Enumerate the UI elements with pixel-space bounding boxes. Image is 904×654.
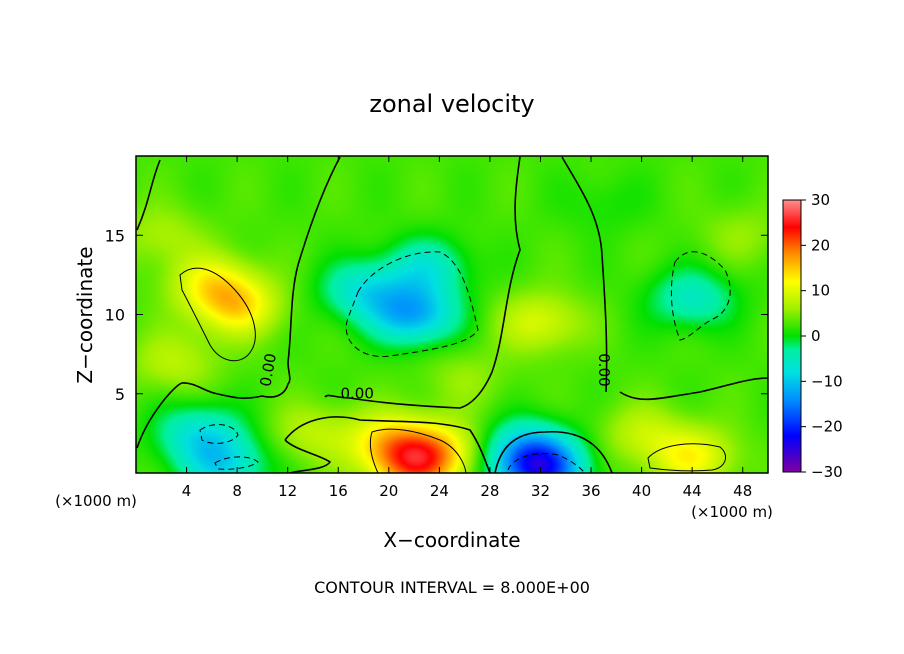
contour-neg-right — [670, 251, 731, 341]
x-tick-label: 36 — [581, 482, 600, 500]
contour-labels: 0.00 0.00 0.00 — [256, 352, 613, 402]
x-tick-label: 12 — [278, 482, 297, 500]
contour-pos-yellow-left — [179, 267, 256, 362]
contour-pos-bottom-right — [647, 443, 727, 472]
colorbar-ticks: 30 20 10 0 −10 −20 −30 — [801, 191, 843, 481]
colorbar-tick-label: −20 — [811, 418, 843, 436]
x-tick-label: 28 — [480, 482, 499, 500]
colorbar-tick-label: −30 — [811, 463, 843, 481]
contour-label-2: 0.00 — [595, 353, 613, 386]
contour-zero-left-column — [287, 156, 341, 363]
y-tick-label: 10 — [105, 306, 125, 325]
contour-label-1: 0.00 — [340, 384, 373, 402]
contour-interval-note: CONTOUR INTERVAL = 8.000E+00 — [314, 578, 590, 597]
x-tick-label: 8 — [232, 482, 242, 500]
contour-zero-bottom-loop-2 — [494, 430, 613, 473]
contour-zero-left-bottom — [284, 439, 332, 473]
colorbar-tick-label: −10 — [811, 372, 843, 390]
contour-pos-bottom-mid — [369, 428, 467, 473]
x-unit-left: (×1000 m) — [55, 492, 137, 510]
y-axis: 5 10 15 — [105, 226, 768, 404]
x-tick-label: 48 — [733, 482, 752, 500]
x-tick-label: 24 — [430, 482, 449, 500]
colorbar: 30 20 10 0 −10 −20 −30 — [782, 191, 843, 481]
x-tick-label: 20 — [379, 482, 398, 500]
heatmap-field — [136, 156, 768, 473]
y-tick-label: 5 — [115, 385, 125, 404]
contour-lines — [136, 156, 768, 473]
colorbar-fill — [782, 199, 802, 473]
contour-zero-top-left — [136, 159, 161, 231]
colorbar-tick-label: 0 — [811, 327, 821, 345]
x-tick-label: 16 — [329, 482, 348, 500]
colorbar-tick-label: 10 — [811, 282, 830, 300]
contour-neg-left-small — [199, 424, 239, 444]
chart-title: zonal velocity — [369, 90, 534, 118]
contour-neg-bottom-blue — [507, 453, 586, 473]
x-axis: 4 8 12 16 20 24 28 32 36 40 44 48 — [182, 156, 752, 500]
contour-zero-right-column — [561, 156, 608, 393]
x-tick-label: 40 — [632, 482, 651, 500]
colorbar-tick-label: 30 — [811, 191, 830, 209]
contour-zero-lower-right — [619, 377, 768, 401]
y-tick-label: 15 — [105, 226, 125, 245]
contour-neg-left-bottom — [214, 456, 259, 470]
x-tick-label: 32 — [531, 482, 550, 500]
contour-zero-bottom-loop — [284, 416, 491, 473]
contour-neg-center — [345, 251, 479, 358]
heatmap-image — [136, 156, 768, 473]
contour-label-0: 0.00 — [256, 352, 280, 388]
contour-zero-mid-column — [324, 156, 521, 409]
x-unit-right: (×1000 m) — [691, 503, 773, 521]
contour-zero-lower-left — [136, 361, 291, 449]
x-tick-label: 44 — [683, 482, 702, 500]
x-axis-label: X−coordinate — [383, 528, 520, 552]
y-axis-label: Z−coordinate — [73, 246, 97, 383]
x-tick-label: 4 — [182, 482, 192, 500]
colorbar-tick-label: 20 — [811, 236, 830, 254]
